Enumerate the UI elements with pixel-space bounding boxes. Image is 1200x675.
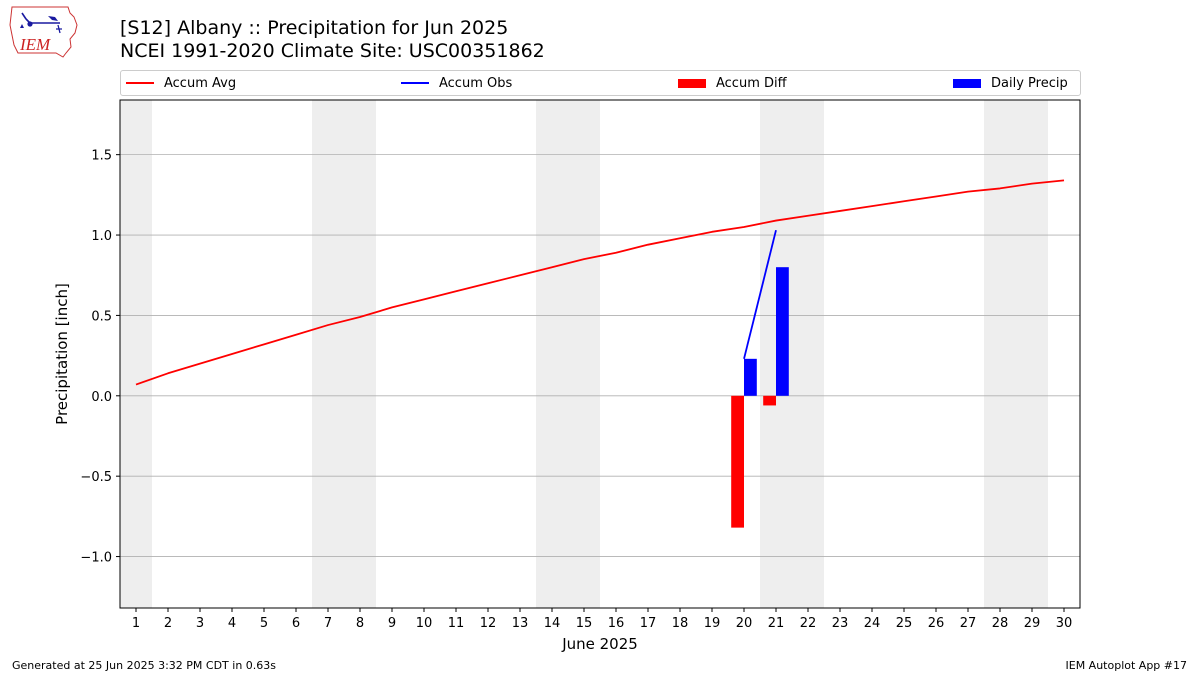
x-tick-label: 15	[576, 616, 593, 631]
x-tick-label: 14	[544, 616, 561, 631]
legend-patch-icon	[953, 78, 981, 88]
x-axis-label: June 2025	[561, 635, 638, 653]
accum-avg-line	[135, 179, 1065, 386]
chart-title: [S12] Albany :: Precipitation for Jun 20…	[120, 17, 509, 39]
x-tick-label: 29	[1024, 616, 1041, 631]
weekend-band	[120, 100, 152, 608]
x-tick-label: 8	[356, 616, 364, 631]
x-tick-label: 25	[896, 616, 913, 631]
logo-text: IEM	[19, 35, 51, 54]
x-tick-label: 4	[228, 616, 236, 631]
legend-label: Accum Avg	[164, 75, 237, 91]
y-tick-label: −1.0	[80, 551, 112, 566]
legend-item-accum-diff: Accum Diff	[678, 71, 787, 95]
plot-frame	[119, 99, 1081, 609]
x-tick-label: 19	[704, 616, 721, 631]
legend-label: Accum Diff	[716, 75, 787, 91]
y-axis-label: Precipitation [inch]	[53, 283, 71, 425]
y-tick-label: 0.5	[91, 309, 112, 324]
x-tick-label: 2	[164, 616, 172, 631]
legend-item-accum-avg: Accum Avg	[126, 71, 236, 95]
daily-precip-bar	[776, 267, 789, 396]
y-tick-label: 1.5	[91, 149, 112, 164]
legend-line-icon	[401, 82, 429, 84]
weekend-band	[312, 100, 376, 608]
x-tick-label: 10	[416, 616, 433, 631]
x-tick-label: 11	[448, 616, 465, 631]
legend-item-daily-precip: Daily Precip	[953, 71, 1068, 95]
legend-line-icon	[126, 82, 154, 84]
x-tick-label: 20	[736, 616, 753, 631]
accum-obs-line	[743, 229, 777, 360]
legend-label: Daily Precip	[991, 75, 1068, 91]
x-tick-label: 16	[608, 616, 625, 631]
x-tick-label: 6	[292, 616, 300, 631]
x-tick-label: 22	[800, 616, 817, 631]
daily-precip-bar	[744, 358, 757, 396]
x-tick-label: 13	[512, 616, 529, 631]
weekend-band	[536, 100, 600, 608]
chart-legend: Accum Avg Accum Obs Accum Diff Daily Pre…	[120, 70, 1081, 96]
x-tick-label: 18	[672, 616, 689, 631]
y-tick-label: 0.0	[91, 390, 112, 405]
footer-app: IEM Autoplot App #17	[1065, 659, 1188, 672]
x-tick-label: 1	[132, 616, 140, 631]
x-tick-label: 30	[1056, 616, 1073, 631]
x-tick-label: 28	[992, 616, 1009, 631]
x-tick-label: 24	[864, 616, 881, 631]
x-tick-label: 7	[324, 616, 332, 631]
x-tick-label: 17	[640, 616, 657, 631]
x-tick-label: 9	[388, 616, 396, 631]
iem-logo: IEM	[9, 6, 78, 58]
footer-generated: Generated at 25 Jun 2025 3:32 PM CDT in …	[12, 659, 277, 672]
weekend-band	[984, 100, 1048, 608]
y-tick-label: 1.0	[91, 229, 112, 244]
x-tick-label: 26	[928, 616, 945, 631]
x-tick-label: 23	[832, 616, 849, 631]
accum-diff-bar	[763, 395, 776, 406]
x-tick-label: 12	[480, 616, 497, 631]
legend-label: Accum Obs	[439, 75, 513, 91]
x-tick-label: 3	[196, 616, 204, 631]
legend-patch-icon	[678, 78, 706, 88]
x-tick-label: 27	[960, 616, 977, 631]
accum-diff-bar	[731, 395, 744, 528]
weekend-band	[760, 100, 824, 608]
x-tick-label: 5	[260, 616, 268, 631]
chart-subtitle: NCEI 1991-2020 Climate Site: USC00351862	[120, 40, 545, 62]
x-tick-label: 21	[768, 616, 785, 631]
y-tick-label: −0.5	[80, 470, 112, 485]
legend-item-accum-obs: Accum Obs	[401, 71, 512, 95]
